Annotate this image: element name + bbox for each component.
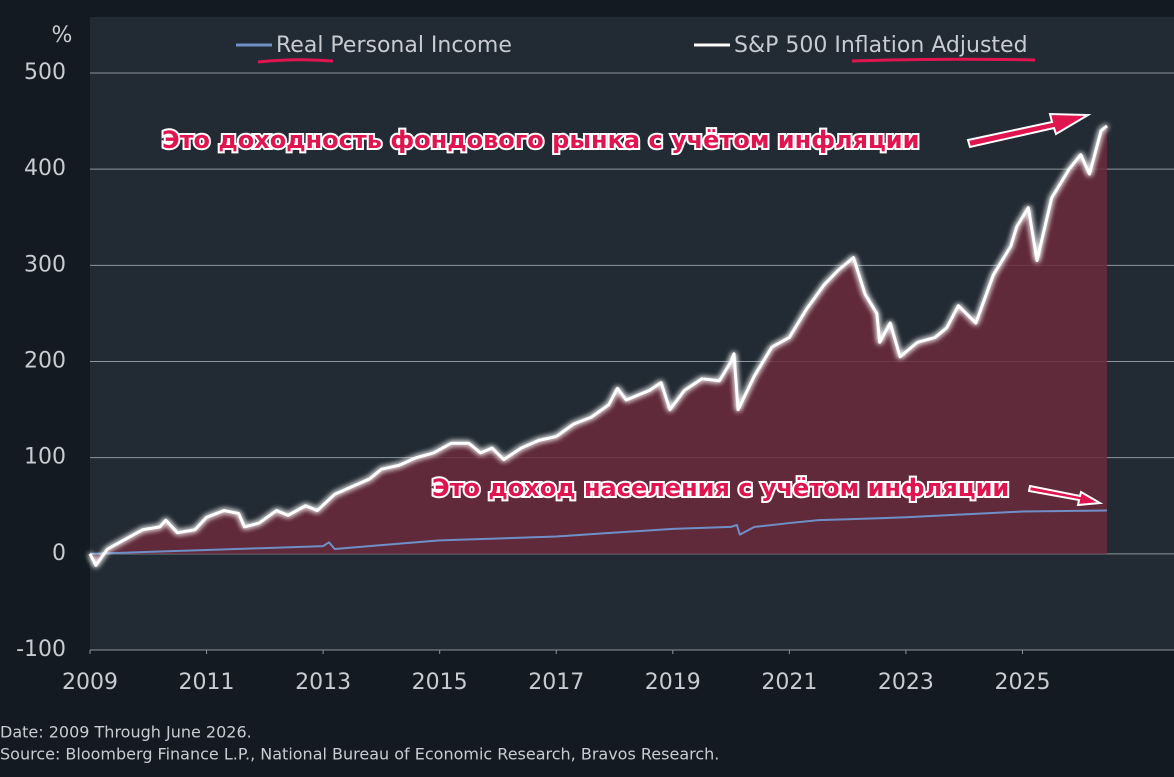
y-tick-label: 100	[24, 445, 66, 470]
x-tick-label: 2021	[761, 670, 817, 695]
series-line	[88, 124, 1108, 567]
x-tick-label: 2017	[528, 670, 584, 695]
y-tick-label: 200	[24, 349, 66, 374]
series-line	[89, 509, 1107, 555]
x-tick-label: 2009	[62, 670, 118, 695]
legend-label: Real Personal Income	[276, 33, 512, 58]
x-tick-label: 2019	[645, 670, 701, 695]
x-tick-label: 2025	[994, 670, 1050, 695]
arrows	[966, 112, 1104, 507]
underline	[851, 57, 1036, 63]
annotation: Это доход населения с учётом инфляции	[432, 474, 1009, 502]
arrow	[966, 112, 1092, 149]
x-tick-label: 2011	[179, 670, 235, 695]
x-tick-label: 2015	[412, 670, 468, 695]
footnote: Date: 2009 Through June 2026.	[0, 723, 252, 742]
y-tick-label: 400	[24, 156, 66, 181]
annotation: Это доходность фондового рынка с учётом …	[162, 126, 919, 154]
legend: Real Personal Income S&P 500 Inflation A…	[236, 33, 1036, 64]
marks	[88, 124, 1108, 567]
area	[90, 125, 1107, 566]
y-tick-label: 0	[52, 541, 66, 566]
y-tick-label: 500	[24, 60, 66, 85]
x-tick-label: 2013	[295, 670, 351, 695]
legend-label: S&P 500 Inflation Adjusted	[734, 33, 1028, 58]
x-tick-label: 2023	[878, 670, 934, 695]
y-tick-label: 300	[24, 252, 66, 277]
y-unit: %	[52, 23, 73, 48]
underline	[257, 58, 334, 64]
arrow	[1027, 484, 1104, 507]
y-tick-label: -100	[16, 637, 66, 662]
footnote: Source: Bloomberg Finance L.P., National…	[0, 745, 719, 764]
